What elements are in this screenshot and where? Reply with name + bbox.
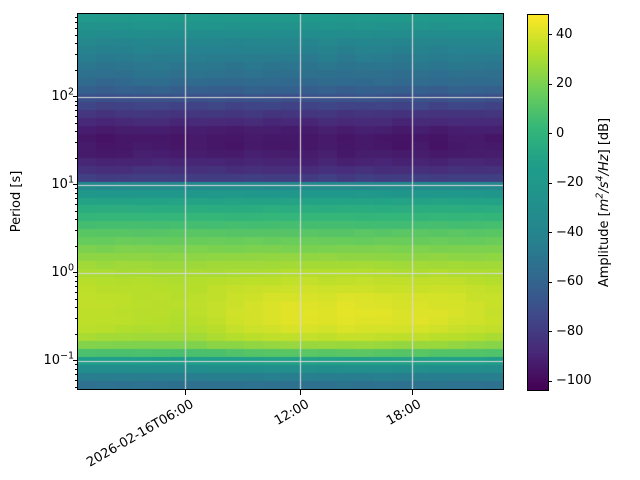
y-minor-tick-mark [74,374,78,376]
y-minor-tick-mark [74,210,78,212]
y-minor-tick-mark [74,307,78,309]
y-minor-tick-mark [74,298,78,300]
y-minor-tick-mark [74,22,78,24]
colorbar-label-part: m [597,198,612,212]
colorbar-label-part: 4 [594,175,606,182]
colorbar-tick-mark [548,83,552,85]
y-minor-tick-mark [74,100,78,102]
x-tick-label: 2026-02-16T06:00 [84,397,197,471]
y-tick-label: 10−1 [43,350,74,368]
colorbar-tick-mark [548,133,552,135]
y-tick-label: 100 [51,262,74,280]
spectrogram-heatmap [78,14,503,389]
y-minor-tick-mark [74,110,78,112]
y-minor-tick-mark [74,230,78,232]
y-minor-tick-mark [74,219,78,221]
y-minor-tick-mark [74,245,78,247]
y-minor-tick-mark [74,333,78,335]
colorbar-label: Amplitude [m2/s4/Hz] [dB] [594,15,613,390]
x-tick-mark [184,390,186,395]
colorbar-tick-mark [548,281,552,283]
colorbar-tick-label: −40 [556,224,584,240]
x-tick-mark [411,390,413,395]
y-minor-tick-mark [74,280,78,282]
colorbar-tick-label: 40 [556,26,573,42]
y-minor-tick-mark [74,291,78,293]
y-axis-label: Period [s] [9,170,24,233]
colorbar-label-part: 2 [594,192,606,199]
colorbar-tick-label: 20 [556,76,573,92]
colorbar-tick-label: −100 [556,373,592,389]
y-minor-tick-mark [74,54,78,56]
x-tick-mark [299,390,301,395]
y-minor-tick-mark [74,198,78,200]
colorbar-tick-mark [548,34,552,36]
y-minor-tick-mark [74,286,78,288]
y-tick-label: 102 [51,86,74,104]
y-minor-tick-mark [74,17,78,18]
colorbar-tick-mark [548,380,552,382]
y-minor-tick-mark [74,122,78,124]
x-tick-label: 12:00 [271,397,312,429]
y-minor-tick-mark [74,28,78,29]
colorbar-label-part: Amplitude [ [597,211,612,288]
y-minor-tick-mark [74,203,78,205]
y-tick-label: 101 [51,174,74,192]
colorbar-tick-label: −80 [556,323,584,339]
colorbar-label-part: / [597,188,612,193]
y-minor-tick-mark [74,368,78,370]
y-minor-tick-mark [74,318,78,320]
y-minor-tick-mark [74,142,78,144]
y-tick-mark [73,96,78,98]
y-tick-mark [73,360,78,362]
y-minor-tick-mark [74,188,78,190]
colorbar-tick-label: −20 [556,175,584,191]
colorbar-label-part: s [597,181,612,189]
colorbar-tick-label: 0 [556,125,565,141]
x-tick-label: 18:00 [383,397,424,429]
colorbar-tick-mark [548,331,552,333]
y-minor-tick-mark [74,379,78,381]
colorbar-label-part: ] [dB] [597,117,612,155]
colorbar-gradient [528,15,548,390]
y-minor-tick-mark [74,43,78,45]
colorbar-tick-mark [548,182,552,184]
y-minor-tick-mark [74,276,78,278]
y-minor-tick-mark [74,131,78,133]
y-minor-tick-mark [74,364,78,366]
y-minor-tick-mark [74,386,78,388]
y-minor-tick-mark [74,34,78,36]
colorbar-tick-mark [548,232,552,234]
y-tick-mark [73,272,78,274]
colorbar-label-part: / [597,171,612,176]
y-minor-tick-mark [74,69,78,71]
colorbar-label-part: Hz [597,154,612,171]
y-minor-tick-mark [74,115,78,117]
colorbar-tick-label: −60 [556,274,584,290]
y-minor-tick-mark [74,105,78,106]
y-tick-mark [73,184,78,186]
y-minor-tick-mark [74,192,78,194]
y-minor-tick-mark [74,157,78,159]
